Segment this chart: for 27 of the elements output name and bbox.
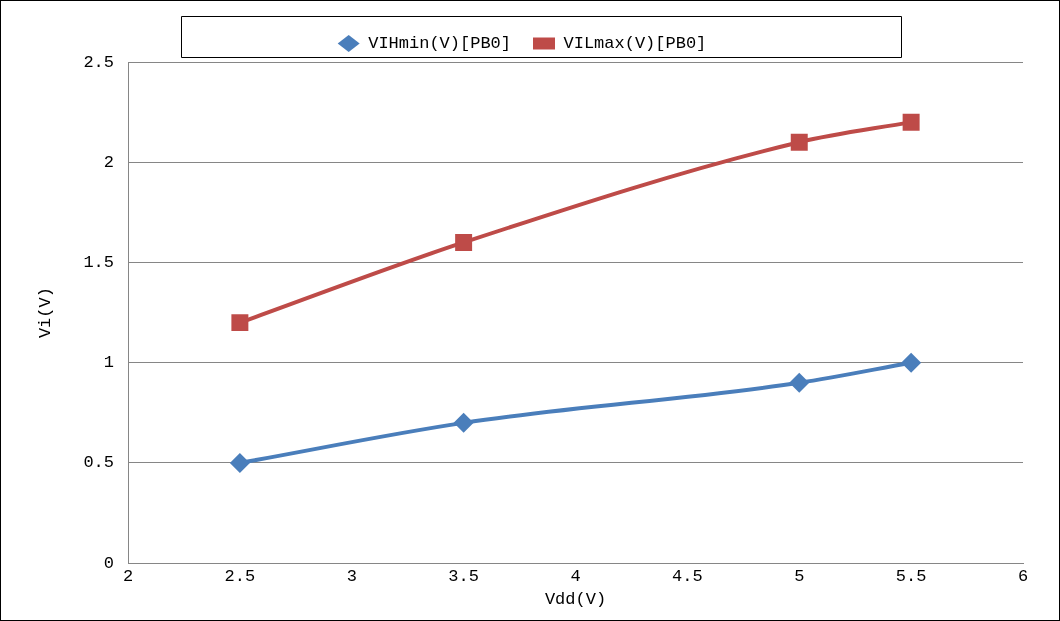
- y-tick-label: 1.5: [83, 252, 114, 272]
- legend-label: VILmax(V)[PB0]: [563, 34, 707, 53]
- y-tick-label: 0.5: [83, 453, 114, 473]
- point: [453, 412, 474, 433]
- y-axis-title: Vi(V): [35, 287, 55, 339]
- point: [229, 452, 250, 473]
- point: [901, 352, 922, 373]
- x-tick-label: 2.5: [224, 566, 256, 586]
- x-tick-label: 6: [1017, 566, 1029, 586]
- point: [455, 233, 473, 251]
- x-tick-label: 2: [122, 566, 134, 586]
- y-tick-label: 0: [103, 553, 114, 573]
- x-tick-label: 3.5: [448, 566, 479, 586]
- y-tick-label: 2: [103, 152, 114, 172]
- x-tick-label: 5: [794, 566, 805, 586]
- x-tick-label: 5.5: [895, 566, 927, 586]
- point: [789, 372, 810, 393]
- y-tick-label: 1: [103, 353, 114, 373]
- x-tick-label: 3: [346, 566, 357, 586]
- x-axis-title: Vdd(V): [544, 590, 607, 610]
- point: [790, 133, 808, 151]
- point: [902, 113, 920, 131]
- x-tick-label: 4.5: [672, 566, 703, 586]
- y-tick-label: 2.5: [83, 52, 114, 72]
- point: [231, 314, 249, 332]
- legend-label: VIHmin(V)[PB0]: [368, 34, 511, 53]
- x-tick-label: 4: [570, 566, 581, 586]
